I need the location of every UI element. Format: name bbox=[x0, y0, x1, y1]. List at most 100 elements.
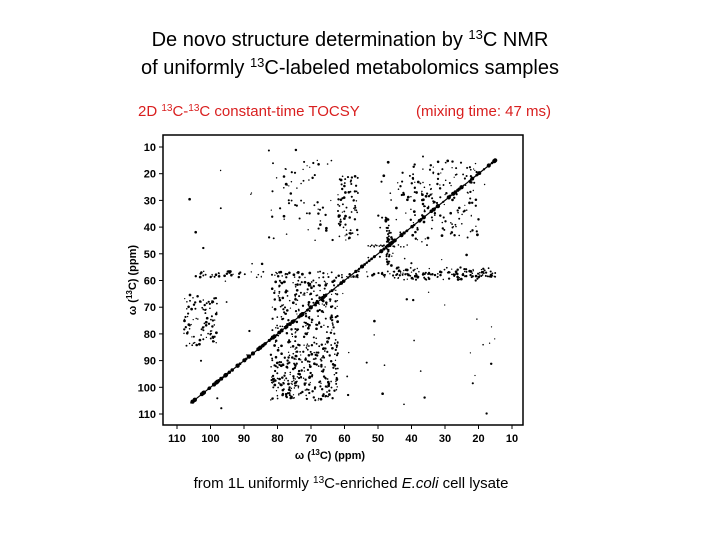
peak bbox=[276, 366, 279, 369]
peak bbox=[388, 229, 391, 232]
peak bbox=[416, 239, 419, 241]
peak bbox=[310, 371, 312, 374]
peak bbox=[319, 385, 322, 388]
peak bbox=[203, 326, 205, 328]
peak bbox=[272, 337, 275, 339]
peak bbox=[319, 270, 322, 273]
peak bbox=[294, 283, 297, 286]
peak bbox=[273, 383, 277, 387]
peak bbox=[482, 267, 485, 270]
peak bbox=[385, 253, 388, 256]
peak bbox=[423, 396, 426, 399]
peak bbox=[295, 331, 297, 333]
peak bbox=[303, 382, 306, 385]
peak bbox=[291, 383, 293, 385]
peak bbox=[451, 198, 454, 202]
peak bbox=[278, 361, 281, 363]
peak bbox=[285, 377, 288, 380]
peak bbox=[306, 368, 310, 372]
peak bbox=[429, 164, 433, 167]
peak bbox=[318, 321, 321, 323]
peak bbox=[335, 276, 338, 279]
peak bbox=[310, 286, 313, 290]
peak bbox=[345, 239, 347, 241]
peak bbox=[471, 272, 474, 275]
peak bbox=[477, 276, 480, 279]
peak bbox=[382, 244, 385, 247]
peak bbox=[418, 271, 420, 273]
peak bbox=[290, 382, 292, 385]
peak bbox=[439, 196, 442, 199]
peak bbox=[337, 198, 340, 201]
peak bbox=[403, 246, 405, 248]
peak bbox=[381, 392, 384, 396]
peak bbox=[388, 255, 390, 258]
peak bbox=[340, 273, 343, 276]
peak bbox=[269, 353, 273, 356]
peak bbox=[303, 160, 306, 163]
text: ω ( bbox=[127, 299, 139, 315]
peak bbox=[416, 180, 420, 184]
peak bbox=[229, 270, 232, 273]
peak bbox=[246, 354, 252, 359]
peak bbox=[432, 166, 434, 168]
peak bbox=[295, 381, 297, 384]
peak bbox=[424, 238, 426, 240]
peak bbox=[202, 390, 207, 395]
peak bbox=[338, 235, 341, 238]
peak bbox=[402, 272, 404, 274]
peak bbox=[284, 325, 288, 329]
peak bbox=[426, 192, 429, 195]
peak bbox=[314, 304, 317, 307]
peak bbox=[428, 267, 430, 270]
peak bbox=[409, 267, 412, 269]
peak bbox=[294, 285, 297, 288]
peak bbox=[276, 377, 279, 380]
peak bbox=[289, 397, 292, 400]
peak bbox=[285, 233, 288, 235]
peak bbox=[448, 271, 451, 274]
peak bbox=[314, 239, 316, 241]
peak bbox=[302, 311, 305, 315]
peak bbox=[300, 354, 302, 356]
peak bbox=[267, 149, 270, 152]
peak bbox=[469, 190, 472, 194]
peak bbox=[488, 275, 491, 278]
peak bbox=[463, 274, 465, 277]
peak bbox=[487, 267, 490, 270]
peak bbox=[288, 394, 291, 397]
peak bbox=[308, 360, 311, 363]
peak bbox=[468, 201, 471, 205]
peak bbox=[392, 252, 394, 255]
title-line-1: De novo structure determination by 13C N… bbox=[152, 27, 549, 52]
peak bbox=[250, 192, 253, 194]
peak bbox=[275, 177, 278, 179]
peak bbox=[435, 201, 439, 205]
peak bbox=[343, 184, 346, 188]
peak bbox=[290, 171, 293, 174]
peak bbox=[419, 217, 423, 222]
peak bbox=[320, 382, 322, 385]
peak bbox=[323, 324, 325, 327]
peak bbox=[193, 301, 197, 304]
peak bbox=[289, 307, 292, 309]
peak bbox=[385, 247, 388, 250]
peak bbox=[448, 182, 451, 184]
peak bbox=[293, 387, 296, 389]
peak bbox=[317, 315, 319, 317]
peak bbox=[464, 274, 468, 278]
peak bbox=[316, 159, 318, 162]
peak bbox=[207, 322, 211, 325]
peak bbox=[476, 233, 479, 237]
peak bbox=[288, 354, 291, 357]
peak bbox=[273, 298, 276, 301]
peak bbox=[336, 378, 339, 380]
peak bbox=[209, 337, 212, 340]
peak bbox=[305, 212, 308, 215]
peak bbox=[274, 341, 277, 343]
peak bbox=[277, 346, 280, 349]
peak bbox=[482, 168, 486, 171]
y-tick-label: 110 bbox=[138, 409, 156, 421]
peak bbox=[348, 351, 350, 354]
peak bbox=[301, 272, 304, 276]
